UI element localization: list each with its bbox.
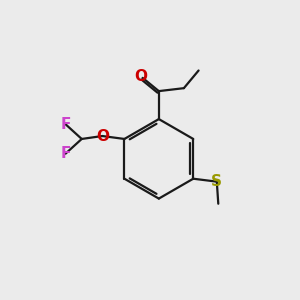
- Text: F: F: [60, 146, 71, 161]
- Text: O: O: [135, 69, 148, 84]
- Text: O: O: [96, 128, 109, 143]
- Text: F: F: [60, 117, 71, 132]
- Text: S: S: [211, 174, 222, 189]
